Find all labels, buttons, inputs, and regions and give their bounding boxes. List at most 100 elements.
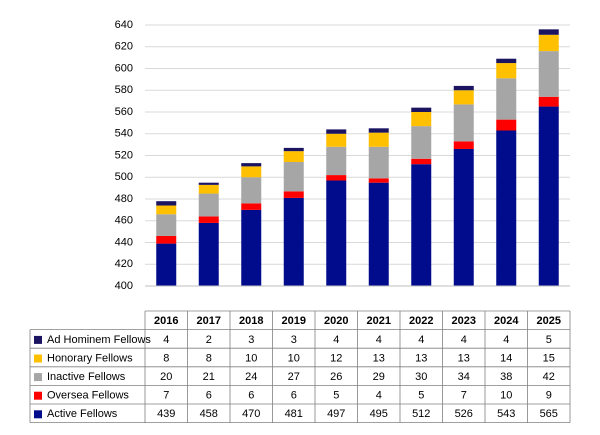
y-tick-label: 560 (115, 106, 133, 118)
x-tick-label: 2018 (239, 315, 263, 327)
bar-segment (538, 29, 559, 35)
legend-label: Ad Hominem Fellows (47, 334, 151, 346)
bar-segment (326, 146, 347, 176)
bar-segment (538, 106, 559, 286)
table-value: 4 (418, 334, 424, 346)
bar-segment (538, 96, 559, 107)
y-tick-label: 440 (115, 236, 133, 248)
bar-segment (411, 126, 432, 159)
bar-segment (496, 58, 517, 64)
bar-segment (538, 51, 559, 97)
table-value: 8 (163, 352, 169, 364)
x-tick-label: 2016 (154, 315, 178, 327)
table-value: 9 (546, 390, 552, 402)
bar-segment (411, 112, 432, 127)
bar-segment (496, 78, 517, 120)
bar-segment (156, 201, 177, 206)
bar-segment (538, 34, 559, 52)
table-value: 13 (458, 352, 470, 364)
table-value: 14 (500, 352, 512, 364)
bar-segment (283, 147, 304, 152)
bar-segment (411, 107, 432, 112)
table-value: 439 (157, 408, 175, 420)
bar-segment (241, 166, 262, 178)
table-value: 4 (376, 334, 382, 346)
legend-swatch (34, 373, 42, 382)
bar-segment (283, 162, 304, 192)
table-value: 4 (503, 334, 509, 346)
table-value: 526 (455, 408, 473, 420)
table-value: 24 (245, 371, 257, 383)
bar-segment (368, 146, 389, 179)
bar-segment (156, 235, 177, 244)
table-value: 13 (415, 352, 427, 364)
y-tick-label: 520 (115, 149, 133, 161)
y-tick-label: 620 (115, 41, 133, 53)
bar-segment (453, 85, 474, 91)
table-value: 10 (288, 352, 300, 364)
bar-segment (283, 191, 304, 198)
table-value: 29 (373, 371, 385, 383)
legend-swatch (34, 335, 42, 344)
table-value: 34 (458, 371, 470, 383)
legend-swatch (34, 391, 42, 400)
bar-segment (326, 133, 347, 147)
table-value: 3 (291, 334, 297, 346)
bar-segment (198, 193, 219, 217)
legend-label: Inactive Fellows (47, 371, 126, 383)
table-value: 4 (376, 390, 382, 402)
table-value: 42 (543, 371, 555, 383)
table-value: 470 (242, 408, 260, 420)
y-tick-label: 480 (115, 193, 133, 205)
table-value: 10 (500, 390, 512, 402)
bar-segment (496, 119, 517, 131)
bar-segment (198, 182, 219, 185)
bar-segment (368, 128, 389, 133)
bar-segment (326, 129, 347, 134)
legend-swatch (34, 354, 42, 363)
table-value: 20 (160, 371, 172, 383)
bar-segment (198, 222, 219, 286)
table-value: 497 (327, 408, 345, 420)
bar-segment (326, 180, 347, 286)
table-value: 38 (500, 371, 512, 383)
x-tick-label: 2024 (494, 315, 519, 327)
table-value: 7 (163, 390, 169, 402)
table-value: 543 (497, 408, 515, 420)
table-value: 565 (540, 408, 558, 420)
bar-segment (496, 130, 517, 286)
table-value: 21 (203, 371, 215, 383)
y-tick-label: 500 (115, 171, 133, 183)
table-value: 512 (412, 408, 430, 420)
bar-segment (368, 182, 389, 286)
bar-segment (453, 141, 474, 149)
y-tick-label: 420 (115, 258, 133, 270)
bar-segment (368, 132, 389, 147)
table-value: 481 (285, 408, 303, 420)
bar-segment (241, 203, 262, 210)
table-value: 26 (330, 371, 342, 383)
legend-label: Honorary Fellows (47, 352, 133, 364)
table-value: 7 (461, 390, 467, 402)
table-value: 4 (461, 334, 467, 346)
bar-segment (368, 178, 389, 183)
table-value: 458 (200, 408, 218, 420)
y-tick-label: 640 (115, 19, 133, 31)
table-value: 5 (546, 334, 552, 346)
table-value: 8 (206, 352, 212, 364)
bar-segment (326, 175, 347, 181)
table-value: 5 (418, 390, 424, 402)
bar-segment (156, 243, 177, 286)
bar-segment (453, 90, 474, 105)
bar-segment (411, 164, 432, 286)
table-value: 6 (206, 390, 212, 402)
table-value: 13 (373, 352, 385, 364)
table-value: 495 (370, 408, 388, 420)
table-value: 4 (163, 334, 169, 346)
y-tick-label: 600 (115, 62, 133, 74)
bar-segment (198, 216, 219, 223)
table-value: 6 (291, 390, 297, 402)
x-tick-label: 2025 (537, 315, 561, 327)
x-tick-label: 2020 (324, 315, 348, 327)
